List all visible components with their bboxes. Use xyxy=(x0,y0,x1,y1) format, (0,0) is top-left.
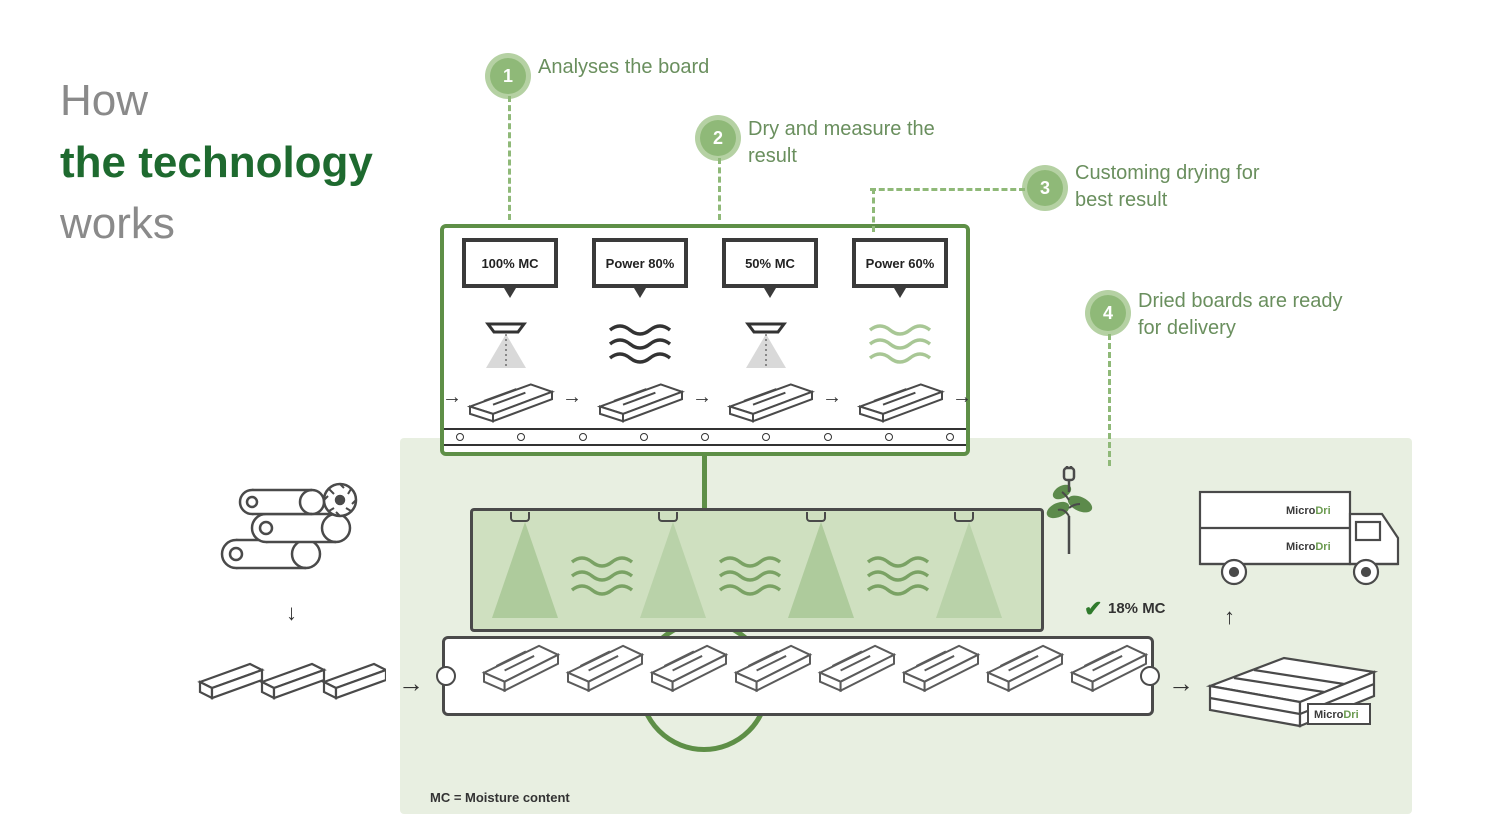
emitter-icon xyxy=(658,512,678,522)
board-icon xyxy=(726,378,816,429)
scanner-icon xyxy=(736,320,796,381)
emitter-icon xyxy=(954,512,974,522)
panel-conveyor xyxy=(444,428,966,446)
output-pallet-icon: MicroDri xyxy=(1204,638,1404,743)
step-4: 4 xyxy=(1090,295,1126,331)
checkmark-icon: ✔ xyxy=(1084,596,1102,622)
step-2: 2 xyxy=(700,120,736,156)
step-badge: 3 xyxy=(1027,170,1063,206)
microwave-icon xyxy=(606,320,676,371)
step-text: Analyses the board xyxy=(538,52,758,81)
board-icon xyxy=(466,378,556,429)
step-connector xyxy=(718,158,721,220)
scan-cone-icon xyxy=(486,522,564,627)
board-icon xyxy=(648,638,730,699)
monitor-display: Power 80% xyxy=(592,238,688,288)
zoom-detail-panel: 100% MC → Power 80% → 50% MC → Power 60% → → xyxy=(440,224,970,456)
step-connector xyxy=(508,96,511,220)
infographic-canvas: How the technology works 100% MC → Power 8… xyxy=(0,0,1488,837)
step-connector xyxy=(1108,334,1111,466)
board-icon xyxy=(1068,638,1150,699)
step-badge: 1 xyxy=(490,58,526,94)
step-3: 3 xyxy=(1027,170,1063,206)
down-arrow-icon: ↓ xyxy=(286,600,297,626)
right-arrow-icon: → xyxy=(1168,668,1194,699)
cut-boards-icon xyxy=(196,640,386,715)
board-icon xyxy=(900,638,982,699)
svg-text:MicroDri: MicroDri xyxy=(1286,505,1331,517)
right-arrow-icon: → xyxy=(692,386,712,409)
scan-cone-icon xyxy=(782,522,860,627)
scan-cone-icon xyxy=(930,522,1008,627)
plant-plug-icon xyxy=(1034,466,1104,561)
board-icon xyxy=(984,638,1066,699)
title-line-1: How xyxy=(60,70,373,132)
board-icon xyxy=(564,638,646,699)
right-arrow-icon: → xyxy=(398,668,424,699)
monitor-display: 100% MC xyxy=(462,238,558,288)
step-connector xyxy=(872,188,875,232)
svg-text:MicroDri: MicroDri xyxy=(1314,709,1359,721)
board-icon xyxy=(596,378,686,429)
up-arrow-icon: ↑ xyxy=(1224,604,1235,630)
step-text: Customing drying for best result xyxy=(1075,158,1295,214)
scan-cone-icon xyxy=(634,522,712,627)
monitor-display: 50% MC xyxy=(722,238,818,288)
board-icon xyxy=(732,638,814,699)
right-arrow-icon: → xyxy=(952,386,972,409)
step-badge: 2 xyxy=(700,120,736,156)
board-icon xyxy=(480,638,562,699)
right-arrow-icon: → xyxy=(822,386,842,409)
microwave-icon xyxy=(864,552,934,603)
step-1: 1 xyxy=(490,58,526,94)
step-badge: 4 xyxy=(1090,295,1126,331)
footnote-mc: MC = Moisture content xyxy=(430,790,570,805)
raw-logs-icon xyxy=(216,482,366,587)
output-moisture-label: 18% MC xyxy=(1108,600,1166,617)
board-icon xyxy=(856,378,946,429)
emitter-icon xyxy=(510,512,530,522)
emitter-icon xyxy=(806,512,826,522)
monitor-display: Power 60% xyxy=(852,238,948,288)
step-text: Dry and measure the result xyxy=(748,114,968,170)
board-icon xyxy=(816,638,898,699)
svg-text:MicroDri: MicroDri xyxy=(1286,541,1331,553)
title-line-3: works xyxy=(60,193,373,255)
page-title: How the technology works xyxy=(60,70,373,255)
microwave-icon xyxy=(716,552,786,603)
right-arrow-icon: → xyxy=(562,386,582,409)
step-connector xyxy=(870,188,1025,191)
microwave-icon xyxy=(568,552,638,603)
scanner-icon xyxy=(476,320,536,381)
delivery-truck-icon: MicroDri MicroDri xyxy=(1194,484,1414,597)
right-arrow-icon: → xyxy=(442,386,462,409)
title-line-2: the technology xyxy=(60,132,373,194)
microwave-icon xyxy=(866,320,936,371)
step-text: Dried boards are ready for delivery xyxy=(1138,286,1358,342)
